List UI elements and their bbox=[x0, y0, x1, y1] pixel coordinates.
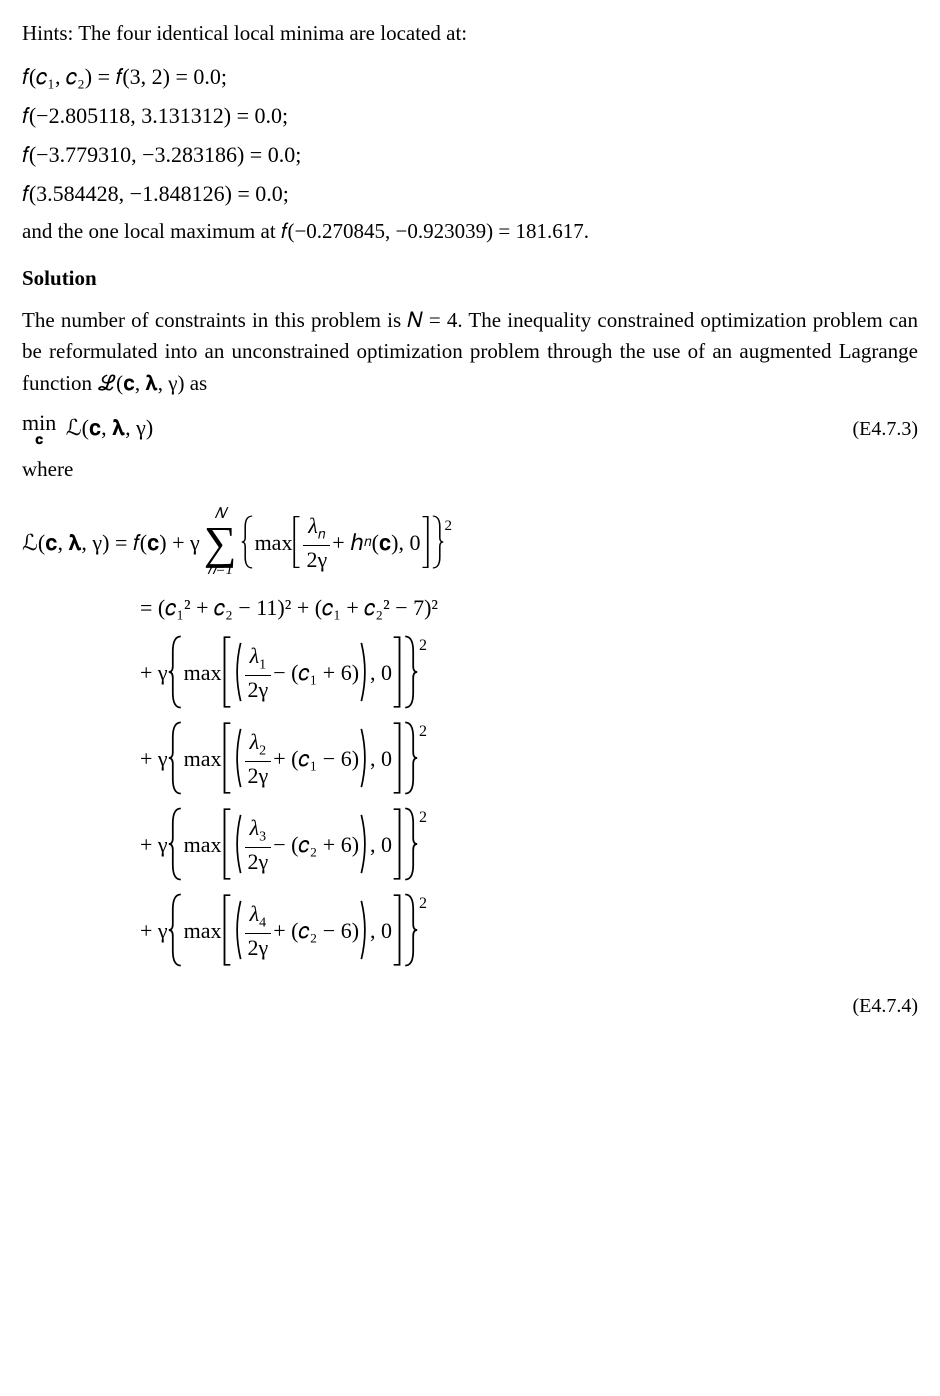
local-max-line: and the one local maximum at 𝑓(−0.270845… bbox=[22, 216, 918, 248]
eq-lhs: ℒ(𝐜, 𝛌, γ) = 𝑓(𝐜) + γ bbox=[22, 526, 200, 559]
left-brace-icon bbox=[241, 515, 255, 569]
solution-heading: Solution bbox=[22, 263, 918, 295]
max-word: max bbox=[255, 526, 293, 559]
eq-row-3: + γ max λ1 2γ − (𝑐₁ + 6) , 0 2 bbox=[22, 629, 918, 715]
equation-e473: min 𝐜 ℒ(𝐜, 𝛌, γ) bbox=[22, 411, 153, 448]
min-body: ℒ(𝐜, 𝛌, γ) bbox=[66, 415, 153, 440]
equation-e474: ℒ(𝐜, 𝛌, γ) = 𝑓(𝐜) + γ 𝑁 ∑ 𝑛=1 max λ𝑛 2γ … bbox=[22, 499, 918, 973]
fraction: λ𝑛 2γ bbox=[303, 514, 330, 571]
minimum-line-3: 𝑓(−3.779310, −3.283186) = 0.0; bbox=[22, 138, 918, 171]
right-bracket-icon bbox=[421, 515, 430, 569]
min-subscript: 𝐜 bbox=[35, 434, 43, 448]
equation-e473-row: min 𝐜 ℒ(𝐜, 𝛌, γ) (E4.7.3) bbox=[22, 411, 918, 448]
where-text: where bbox=[22, 454, 918, 486]
eq-row-6: + γ max λ4 2γ + (𝑐₂ − 6) , 0 2 bbox=[22, 887, 918, 973]
minimum-line-1: 𝑓(𝑐₁, 𝑐₂) = 𝑓(3, 2) = 0.0; bbox=[22, 60, 918, 93]
minimum-line-2: 𝑓(−2.805118, 3.131312) = 0.0; bbox=[22, 99, 918, 132]
equation-number-e474: (E4.7.4) bbox=[22, 991, 918, 1021]
hints-intro: Hints: The four identical local minima a… bbox=[22, 18, 918, 50]
right-brace-icon bbox=[430, 515, 444, 569]
minimum-line-4: 𝑓(3.584428, −1.848126) = 0.0; bbox=[22, 177, 918, 210]
equation-number-e473: (E4.7.3) bbox=[852, 414, 918, 444]
eq-row-1: ℒ(𝐜, 𝛌, γ) = 𝑓(𝐜) + γ 𝑁 ∑ 𝑛=1 max λ𝑛 2γ … bbox=[22, 499, 918, 585]
sum-lower: 𝑛=1 bbox=[207, 563, 233, 578]
solution-paragraph: The number of constraints in this proble… bbox=[22, 305, 918, 400]
eq-row-5: + γ max λ3 2γ − (𝑐₂ + 6) , 0 2 bbox=[22, 801, 918, 887]
min-label: min bbox=[22, 412, 56, 434]
summation-icon: 𝑁 ∑ 𝑛=1 bbox=[204, 507, 237, 578]
left-bracket-icon bbox=[292, 515, 301, 569]
eq-row-2: = (𝑐₁² + 𝑐₂ − 11)² + (𝑐₁ + 𝑐₂² − 7)² bbox=[22, 585, 918, 629]
eq-row-4: + γ max λ2 2γ + (𝑐₁ − 6) , 0 2 bbox=[22, 715, 918, 801]
